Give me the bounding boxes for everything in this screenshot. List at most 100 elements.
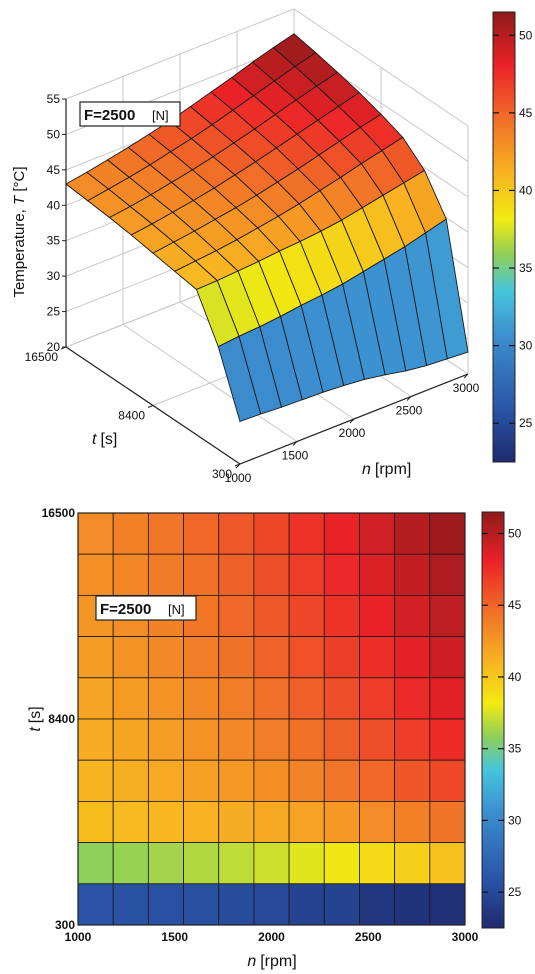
annotation-unit: [N]: [168, 602, 185, 617]
heatmap-cell: [77, 842, 114, 885]
heatmap-cells: [77, 512, 466, 926]
z-tick-label: 40: [47, 198, 61, 212]
heatmap-cell: [323, 553, 360, 596]
heatmap-cell: [359, 512, 396, 555]
y-tick-label: 300: [212, 467, 232, 481]
heatmap-cell: [147, 883, 184, 926]
heatmap-cell: [253, 595, 290, 638]
heatmap-cell: [359, 553, 396, 596]
heatmap-frame: [77, 512, 466, 926]
colorbar-tick-label: 30: [519, 339, 533, 353]
heatmap-cell: [218, 842, 255, 885]
heatmap-cell: [147, 801, 184, 844]
heatmap-cell: [323, 718, 360, 761]
heatmap-cell: [147, 718, 184, 761]
heatmap-cell: [218, 883, 255, 926]
heatmap-cell: [394, 759, 431, 802]
heatmap-cell: [112, 677, 149, 720]
z-tick-label: 25: [47, 305, 61, 319]
x-tick-label: 1000: [225, 471, 252, 485]
colorbar-tick-label: 45: [519, 106, 533, 120]
surface-plot: 20 25 30 35 40 45 50 55 1000 1500 2000 2500 3000 300 8…: [11, 8, 533, 485]
surface-annotation: F=2500 [N]: [79, 101, 181, 127]
heatmap-cell: [359, 883, 396, 926]
heatmap-y-tick-label: 8400: [48, 712, 75, 726]
heatmap-cell: [147, 759, 184, 802]
heatmap-colorbar: 25 30 35 40 45 50: [481, 511, 522, 929]
heatmap-cell: [429, 842, 466, 885]
surface-patches: [65, 33, 469, 423]
heatmap-y-axis-label: t[s]: [27, 706, 44, 731]
heatmap-cell: [253, 718, 290, 761]
colorbar-tick-label: 40: [508, 670, 522, 684]
heatmap-cell: [77, 553, 114, 596]
z-tick-label: 35: [47, 234, 61, 248]
heatmap-annotation: F=2500 [N]: [95, 595, 197, 621]
heatmap-plot: 1000 1500 2000 2500 3000 300 8400 16500 F=2500 …: [27, 506, 522, 970]
heatmap-cell: [253, 883, 290, 926]
heatmap-cell: [323, 595, 360, 638]
heatmap-cell: [183, 512, 220, 555]
heatmap-cell: [323, 636, 360, 679]
surface-patch: [217, 335, 262, 423]
heatmap-cell: [77, 718, 114, 761]
heatmap-cell: [77, 759, 114, 802]
x-tick: [463, 373, 469, 379]
heatmap-cell: [253, 677, 290, 720]
y-tick-label: 8400: [118, 409, 145, 423]
surface-colorbar: 25 30 35 40 45 50: [492, 11, 533, 463]
colorbar-tick-label: 50: [508, 527, 522, 541]
z-tick-label: 50: [47, 127, 61, 141]
heatmap-cell: [112, 842, 149, 885]
heatmap-cell: [429, 718, 466, 761]
heatmap-cell: [323, 801, 360, 844]
heatmap-cell: [288, 883, 325, 926]
heatmap-cell: [288, 553, 325, 596]
annotation-unit: [N]: [152, 108, 169, 123]
heatmap-cell: [394, 636, 431, 679]
x-tick: [406, 396, 412, 401]
x-tick: [349, 418, 355, 424]
heatmap-cell: [112, 553, 149, 596]
heatmap-cell: [147, 636, 184, 679]
heatmap-cell: [253, 842, 290, 885]
colorbar-tick-label: 25: [519, 416, 533, 430]
surface-ticks: 20 25 30 35 40 45 50 55 1000 1500 2000 2500 3000 300 8…: [25, 92, 480, 485]
y-tick: [234, 463, 241, 467]
heatmap-cell: [323, 512, 360, 555]
heatmap-cell: [429, 801, 466, 844]
heatmap-cell: [112, 801, 149, 844]
heatmap-cell: [183, 842, 220, 885]
heatmap-y-tick-label: 16500: [42, 506, 76, 520]
heatmap-cell: [429, 636, 466, 679]
heatmap-cell: [77, 801, 114, 844]
heatmap-cell: [288, 759, 325, 802]
x-tick: [292, 441, 298, 446]
heatmap-cell: [147, 677, 184, 720]
heatmap-cell: [253, 759, 290, 802]
y-tick-label: 16500: [25, 350, 59, 364]
heatmap-cell: [183, 553, 220, 596]
x-tick-label: 2500: [396, 404, 423, 418]
annotation-label: F=2500: [100, 601, 151, 618]
heatmap-cell: [429, 677, 466, 720]
heatmap-cell: [77, 512, 114, 555]
heatmap-x-tick-label: 2500: [355, 930, 382, 944]
colorbar-tick-label: 35: [508, 742, 522, 756]
heatmap-cell: [183, 759, 220, 802]
heatmap-cell: [77, 677, 114, 720]
heatmap-cell: [218, 636, 255, 679]
heatmap-cell: [323, 842, 360, 885]
heatmap-cell: [429, 512, 466, 555]
heatmap-cell: [359, 636, 396, 679]
heatmap-cell: [359, 718, 396, 761]
heatmap-cell: [147, 842, 184, 885]
heatmap-cell: [323, 677, 360, 720]
heatmap-x-tick-label: 1000: [65, 930, 92, 944]
heatmap-cell: [394, 677, 431, 720]
heatmap-cell: [394, 842, 431, 885]
heatmap-cell: [429, 553, 466, 596]
y-tick: [60, 346, 67, 350]
svg-text:F=2500: F=2500: [84, 107, 135, 124]
heatmap-cell: [359, 759, 396, 802]
